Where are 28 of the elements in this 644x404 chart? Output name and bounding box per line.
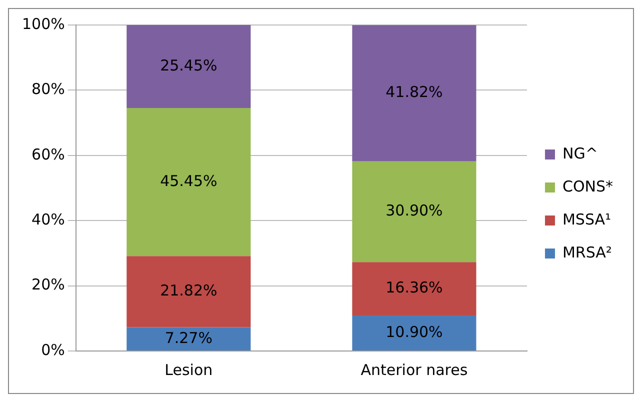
bar: [126, 256, 251, 328]
bar: [352, 315, 476, 350]
data-label: 45.45%: [160, 172, 218, 190]
data-label: 30.90%: [386, 202, 443, 220]
bar: [126, 108, 251, 256]
x-tick-label: Lesion: [164, 360, 213, 379]
bar: [352, 25, 476, 162]
y-tick-label: 80%: [32, 80, 65, 98]
data-label: 10.90%: [386, 322, 443, 341]
bar: [352, 161, 476, 262]
legend-label: CONS*: [562, 177, 614, 196]
bar: [126, 327, 251, 350]
data-label: 21.82%: [160, 282, 218, 300]
legend-label: MRSA²: [562, 243, 612, 262]
data-label: 25.45%: [160, 56, 218, 74]
y-tick-label: 20%: [32, 276, 65, 294]
legend-label: NG^: [562, 144, 598, 162]
data-label: 41.82%: [386, 83, 443, 102]
bar: [126, 25, 251, 108]
bar: [352, 262, 476, 316]
data-label: 7.27%: [164, 328, 212, 347]
data-label: 16.36%: [386, 278, 443, 297]
y-tick-label: 60%: [32, 145, 65, 164]
x-tick-label: Anterior nares: [360, 360, 468, 379]
y-tick-label: 0%: [41, 340, 65, 359]
legend-label: MSSA¹: [562, 210, 612, 228]
y-tick-label: 40%: [32, 210, 65, 228]
y-tick-label: 100%: [22, 14, 65, 33]
